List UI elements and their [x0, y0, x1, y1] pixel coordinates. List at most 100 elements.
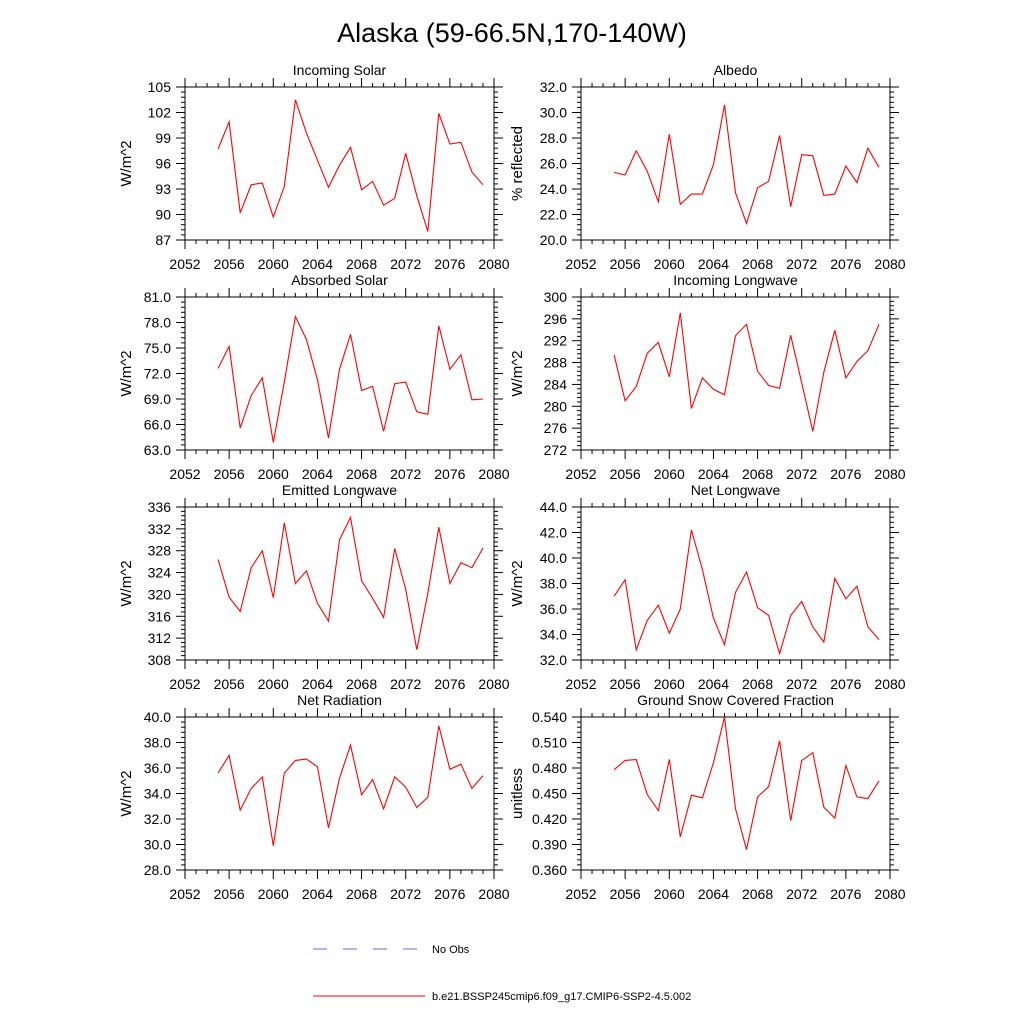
y-tick-label: 105	[148, 79, 172, 95]
y-tick-label: 288	[544, 355, 568, 371]
y-tick-label: 26.0	[540, 156, 567, 172]
y-tick-label: 22.0	[540, 207, 567, 223]
plot-frame	[580, 296, 891, 451]
x-tick-label: 2056	[214, 886, 245, 902]
y-tick-label: 72.0	[144, 366, 171, 382]
y-tick-label: 20.0	[540, 232, 567, 248]
series-line-net-longwave	[613, 529, 880, 656]
y-tick-label: 28.0	[540, 130, 567, 146]
x-tick-label: 2080	[478, 466, 509, 482]
x-tick-label: 2072	[786, 676, 817, 692]
series-line-net-radiation	[217, 725, 484, 846]
x-tick-label: 2080	[478, 256, 509, 272]
y-tick-label: 300	[544, 289, 568, 305]
y-tick-label: 332	[148, 521, 172, 537]
x-tick-label: 2076	[830, 466, 861, 482]
y-tick-label: 36.0	[540, 601, 567, 617]
x-tick-label: 2072	[786, 886, 817, 902]
y-tick-label: 66.0	[144, 417, 171, 433]
x-tick-label: 2072	[786, 256, 817, 272]
x-tick-label: 2060	[654, 886, 685, 902]
x-tick-label: 2068	[346, 466, 377, 482]
legend: No Obs b.e21.BSSP245cmip6.f09_g17.CMIP6-…	[313, 944, 691, 1003]
plot-frame	[580, 506, 891, 661]
chart-panel-incoming-solar: Incoming Solar 87 90 93 96 99 102 105 2052 2056 20…	[118, 62, 510, 272]
x-tick-label: 2068	[346, 886, 377, 902]
plot-frame	[580, 716, 891, 871]
x-tick-label: 2060	[258, 466, 289, 482]
y-axis-label: unitless	[509, 768, 526, 819]
x-tick-label: 2056	[214, 256, 245, 272]
x-tick-label: 2052	[169, 256, 200, 272]
y-axis-label: W/m^2	[509, 350, 526, 396]
plot-frame	[184, 296, 495, 451]
x-tick-label: 2080	[874, 676, 905, 692]
x-tick-label: 2064	[698, 466, 729, 482]
x-tick-label: 2068	[346, 256, 377, 272]
y-axis-label: W/m^2	[118, 560, 135, 606]
panel-title: Absorbed Solar	[291, 272, 388, 288]
y-tick-label: 40.0	[540, 550, 567, 566]
x-tick-label: 2064	[302, 886, 333, 902]
x-tick-label: 2072	[390, 886, 421, 902]
y-tick-label: 99	[155, 130, 171, 146]
panel-title: Net Radiation	[297, 692, 382, 708]
x-tick-label: 2064	[698, 886, 729, 902]
y-tick-label: 320	[148, 586, 172, 602]
plot-frame	[184, 716, 495, 871]
y-tick-label: 40.0	[144, 709, 171, 725]
y-axis-label: W/m^2	[118, 770, 135, 816]
y-axis-label: % reflected	[509, 126, 526, 201]
y-tick-label: 272	[544, 442, 568, 458]
x-tick-label: 2052	[565, 676, 596, 692]
y-tick-label: 81.0	[144, 289, 171, 305]
x-tick-label: 2072	[390, 466, 421, 482]
x-tick-label: 2064	[302, 466, 333, 482]
x-tick-label: 2064	[698, 676, 729, 692]
y-tick-label: 0.360	[532, 862, 567, 878]
x-tick-label: 2052	[169, 886, 200, 902]
y-axis-label: W/m^2	[509, 560, 526, 606]
y-tick-label: 36.0	[144, 760, 171, 776]
x-tick-label: 2076	[434, 466, 465, 482]
x-tick-label: 2056	[214, 676, 245, 692]
y-tick-label: 0.480	[532, 760, 567, 776]
y-tick-label: 96	[155, 156, 171, 172]
figure-title: Alaska (59-66.5N,170-140W)	[337, 18, 687, 48]
y-tick-label: 280	[544, 398, 568, 414]
x-tick-label: 2056	[610, 466, 641, 482]
x-tick-label: 2060	[258, 256, 289, 272]
x-tick-label: 2076	[434, 256, 465, 272]
series-line-absorbed-solar	[217, 314, 484, 443]
y-tick-label: 87	[155, 232, 171, 248]
series-line-incoming-solar	[217, 99, 484, 232]
y-axis-label: W/m^2	[118, 140, 135, 186]
legend-label-model: b.e21.BSSP245cmip6.f09_g17.CMIP6-SSP2-4.…	[432, 991, 691, 1003]
y-tick-label: 28.0	[144, 862, 171, 878]
chart-panel-albedo: Albedo 20.0 22.0 24.0 26.0 28.0 30.0 32.0 2052 20…	[509, 62, 906, 272]
y-tick-label: 328	[148, 543, 172, 559]
x-tick-label: 2060	[258, 676, 289, 692]
x-tick-label: 2064	[698, 256, 729, 272]
series-line-incoming-longwave	[613, 312, 880, 432]
x-tick-label: 2068	[742, 466, 773, 482]
plot-frame	[580, 86, 891, 241]
x-tick-label: 2080	[478, 676, 509, 692]
y-tick-label: 30.0	[540, 105, 567, 121]
x-tick-label: 2072	[390, 256, 421, 272]
y-tick-label: 0.540	[532, 709, 567, 725]
y-tick-label: 63.0	[144, 442, 171, 458]
y-tick-label: 308	[148, 652, 172, 668]
x-tick-label: 2072	[786, 466, 817, 482]
y-tick-label: 78.0	[144, 315, 171, 331]
x-tick-label: 2064	[302, 256, 333, 272]
y-tick-label: 296	[544, 311, 568, 327]
y-tick-label: 292	[544, 333, 568, 349]
x-tick-label: 2056	[610, 676, 641, 692]
x-tick-label: 2072	[390, 676, 421, 692]
x-tick-label: 2052	[169, 676, 200, 692]
y-axis-label: W/m^2	[118, 350, 135, 396]
y-tick-label: 32.0	[540, 79, 567, 95]
x-tick-label: 2052	[169, 466, 200, 482]
